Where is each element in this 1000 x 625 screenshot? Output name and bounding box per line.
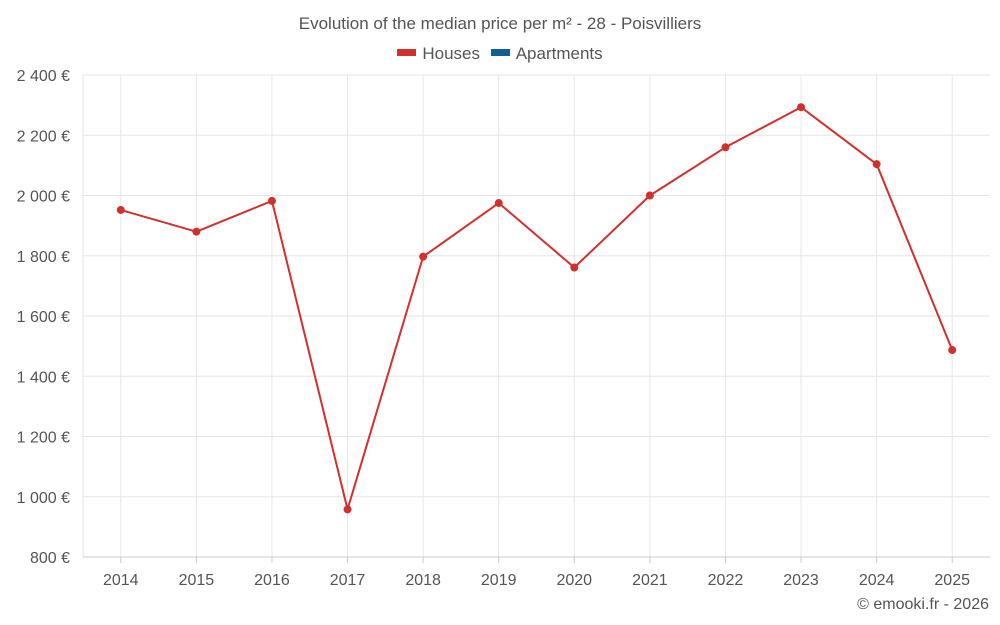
x-tick-label: 2021 bbox=[632, 572, 668, 589]
data-point-houses bbox=[948, 346, 957, 355]
series-line-houses bbox=[120, 106, 954, 511]
x-tick-label: 2024 bbox=[859, 572, 895, 589]
x-tick-label: 2018 bbox=[405, 572, 441, 589]
x-tick-label: 2014 bbox=[103, 572, 139, 589]
x-tick-label: 2022 bbox=[708, 572, 744, 589]
data-point-houses bbox=[116, 205, 125, 214]
data-point-houses bbox=[570, 263, 579, 272]
y-tick-label: 1 800 € bbox=[17, 249, 70, 266]
data-point-houses bbox=[721, 143, 730, 152]
x-tick-label: 2017 bbox=[330, 572, 366, 589]
y-tick-label: 800 € bbox=[30, 550, 70, 567]
data-point-houses bbox=[797, 103, 806, 112]
y-tick-label: 1 200 € bbox=[17, 430, 70, 447]
legend-item-apartments[interactable]: Apartments bbox=[490, 44, 603, 64]
y-tick-label: 2 400 € bbox=[17, 68, 70, 85]
x-tick-label: 2020 bbox=[556, 572, 592, 589]
data-point-houses bbox=[645, 191, 654, 200]
y-tick-label: 1 600 € bbox=[17, 309, 70, 326]
data-point-houses bbox=[494, 199, 503, 208]
legend-swatch-houses bbox=[397, 49, 417, 57]
y-tick-label: 1 400 € bbox=[17, 369, 70, 386]
x-tick-label: 2015 bbox=[179, 572, 215, 589]
legend-label-houses: Houses bbox=[422, 44, 480, 63]
data-point-houses bbox=[267, 196, 276, 205]
x-tick-label: 2023 bbox=[783, 572, 819, 589]
chart-title: Evolution of the median price per m² - 2… bbox=[298, 14, 702, 33]
y-tick-label: 2 200 € bbox=[17, 128, 70, 145]
legend-item-houses[interactable]: Houses bbox=[397, 44, 480, 64]
x-tick-label: 2025 bbox=[934, 572, 970, 589]
y-tick-label: 2 000 € bbox=[17, 189, 70, 206]
data-point-houses bbox=[192, 227, 201, 236]
y-tick-label: 1 000 € bbox=[17, 490, 70, 507]
data-point-houses bbox=[419, 252, 428, 261]
copyright-text: © emooki.fr - 2026 bbox=[857, 596, 989, 613]
x-tick-label: 2016 bbox=[254, 572, 290, 589]
data-point-houses bbox=[872, 160, 881, 169]
legend: Houses Apartments bbox=[0, 44, 1000, 64]
x-tick-label: 2019 bbox=[481, 572, 517, 589]
data-point-houses bbox=[343, 505, 352, 514]
legend-swatch-apartments bbox=[490, 49, 510, 57]
legend-label-apartments: Apartments bbox=[515, 44, 603, 63]
